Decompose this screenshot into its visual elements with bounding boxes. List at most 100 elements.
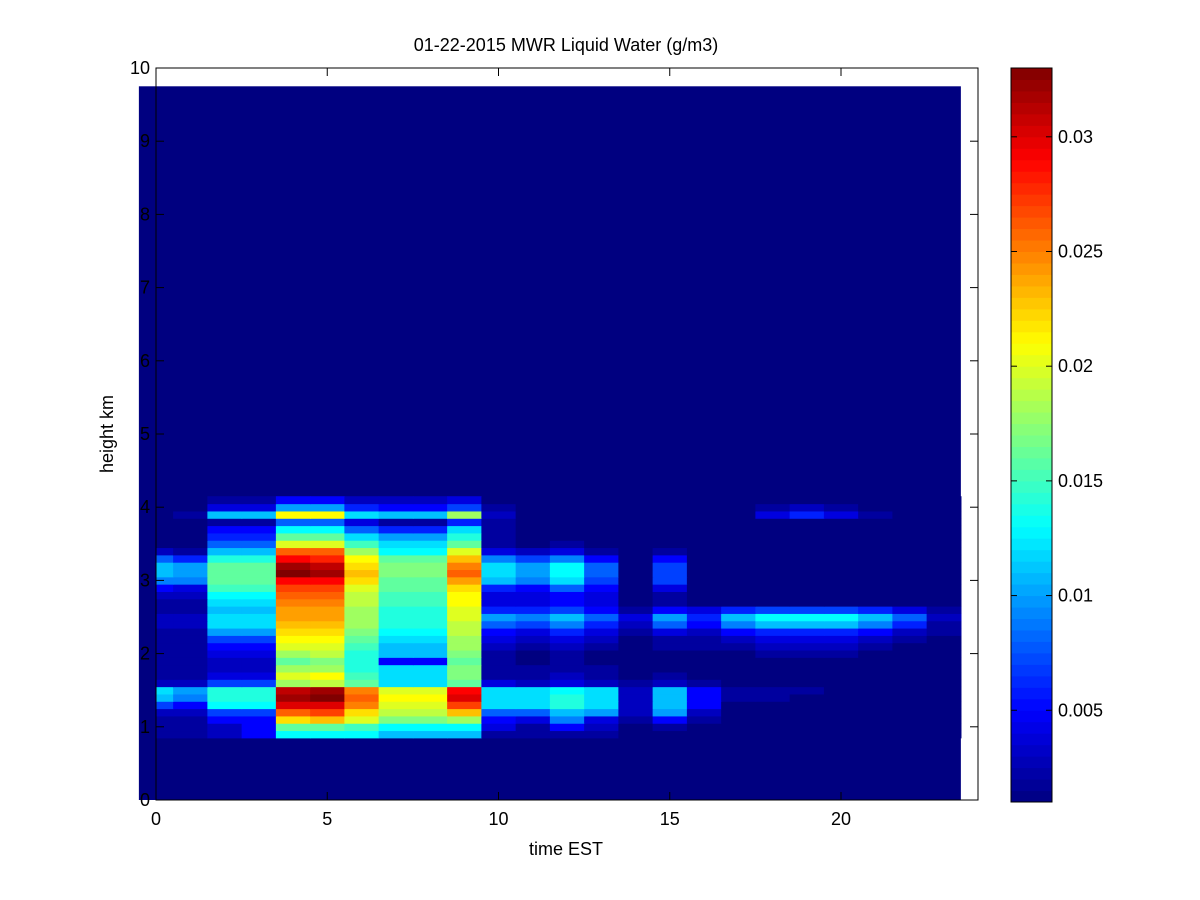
heatmap-cell bbox=[721, 686, 756, 695]
heatmap-cell bbox=[515, 620, 551, 629]
heatmap-cell bbox=[207, 657, 243, 666]
heatmap-cell bbox=[652, 649, 688, 658]
heatmap-cell bbox=[241, 693, 277, 702]
heatmap-cell bbox=[858, 606, 893, 614]
heatmap-cell bbox=[515, 657, 551, 666]
heatmap-cell bbox=[173, 708, 208, 717]
heatmap-cell bbox=[173, 701, 208, 710]
heatmap-cell bbox=[652, 591, 688, 600]
heatmap-cell bbox=[652, 525, 688, 534]
heatmap-cell bbox=[858, 540, 893, 549]
heatmap-cell bbox=[481, 627, 517, 636]
heatmap-cell bbox=[789, 503, 825, 512]
heatmap-cell bbox=[447, 627, 482, 636]
heatmap-cell bbox=[207, 686, 243, 695]
heatmap-cell bbox=[378, 657, 414, 666]
heatmap-cell bbox=[412, 540, 448, 549]
heatmap-cell bbox=[447, 503, 482, 512]
y-tick-label: 10 bbox=[130, 58, 150, 78]
heatmap-cell bbox=[310, 606, 345, 614]
heatmap-cell bbox=[412, 606, 448, 614]
heatmap-cell bbox=[789, 635, 825, 644]
heatmap-cell bbox=[515, 503, 551, 512]
heatmap-cell bbox=[412, 591, 448, 600]
heatmap-cell bbox=[447, 510, 482, 519]
heatmap-cell bbox=[344, 547, 380, 556]
heatmap-cell bbox=[481, 591, 517, 600]
heatmap-cell bbox=[858, 715, 893, 724]
heatmap-cell bbox=[755, 606, 791, 614]
heatmap-cell bbox=[721, 532, 756, 541]
heatmap-cell bbox=[926, 598, 962, 607]
heatmap-cell bbox=[207, 613, 243, 622]
heatmap-cell bbox=[447, 606, 482, 614]
heatmap-cell bbox=[275, 562, 311, 571]
heatmap-cell bbox=[858, 554, 893, 563]
heatmap-cell bbox=[618, 701, 654, 710]
heatmap-cell bbox=[652, 569, 688, 578]
heatmap-cell bbox=[755, 518, 791, 527]
heatmap-cell bbox=[378, 686, 414, 695]
heatmap-cell bbox=[207, 554, 243, 563]
heatmap-cell bbox=[686, 671, 722, 680]
heatmap-cell bbox=[926, 649, 962, 658]
heatmap-cell bbox=[412, 715, 448, 724]
heatmap-cell bbox=[447, 569, 482, 578]
heatmap-cell bbox=[344, 708, 380, 717]
heatmap-cell bbox=[207, 547, 243, 556]
heatmap-cell bbox=[207, 708, 243, 717]
colorbar-band bbox=[1011, 744, 1052, 757]
heatmap-cell bbox=[686, 584, 722, 592]
heatmap-cell bbox=[892, 525, 928, 534]
heatmap-cell bbox=[515, 715, 551, 724]
heatmap-cell bbox=[412, 562, 448, 571]
colorbar-band bbox=[1011, 629, 1052, 642]
heatmap-cell bbox=[481, 532, 517, 541]
heatmap-cell bbox=[789, 627, 825, 636]
heatmap-cell bbox=[412, 569, 448, 578]
colorbar-band bbox=[1011, 148, 1052, 161]
heatmap-cell bbox=[515, 664, 551, 673]
heatmap-cell bbox=[447, 730, 482, 739]
heatmap-cell bbox=[310, 671, 345, 680]
heatmap-cell bbox=[721, 569, 756, 578]
colorbar-band bbox=[1011, 377, 1052, 390]
heatmap-cell bbox=[378, 591, 414, 600]
heatmap-cell bbox=[584, 701, 619, 710]
heatmap-cell bbox=[412, 657, 448, 666]
heatmap-cell bbox=[926, 715, 962, 724]
y-tick-label: 4 bbox=[140, 497, 150, 517]
colorbar-band bbox=[1011, 285, 1052, 298]
heatmap-cell bbox=[515, 671, 551, 680]
heatmap-cell bbox=[858, 679, 893, 688]
heatmap-cell bbox=[310, 635, 345, 644]
heatmap-cell bbox=[515, 532, 551, 541]
heatmap-cell bbox=[789, 591, 825, 600]
colorbar-band bbox=[1011, 664, 1052, 677]
heatmap-cell bbox=[447, 723, 482, 732]
heatmap-cell bbox=[447, 686, 482, 695]
colorbar-band bbox=[1011, 90, 1052, 103]
heatmap-cell bbox=[378, 562, 414, 571]
heatmap-cell bbox=[156, 540, 174, 549]
heatmap-cell bbox=[618, 693, 654, 702]
heatmap-cell bbox=[241, 657, 277, 666]
heatmap-cell bbox=[310, 627, 345, 636]
heatmap-cell bbox=[686, 649, 722, 658]
heatmap bbox=[138, 86, 962, 801]
heatmap-cell bbox=[926, 613, 962, 622]
heatmap-cell bbox=[173, 518, 208, 527]
heatmap-cell bbox=[721, 679, 756, 688]
heatmap-cell bbox=[481, 540, 517, 549]
colorbar-band bbox=[1011, 457, 1052, 470]
heatmap-cell bbox=[275, 657, 311, 666]
heatmap-cell bbox=[755, 496, 791, 505]
heatmap-cell bbox=[344, 576, 380, 585]
heatmap-cell bbox=[789, 679, 825, 688]
heatmap-cell bbox=[823, 657, 859, 666]
heatmap-cell bbox=[310, 540, 345, 549]
heatmap-cell bbox=[584, 598, 619, 607]
heatmap-cell bbox=[721, 606, 756, 614]
heatmap-cell bbox=[686, 715, 722, 724]
heatmap-cell bbox=[156, 496, 174, 505]
